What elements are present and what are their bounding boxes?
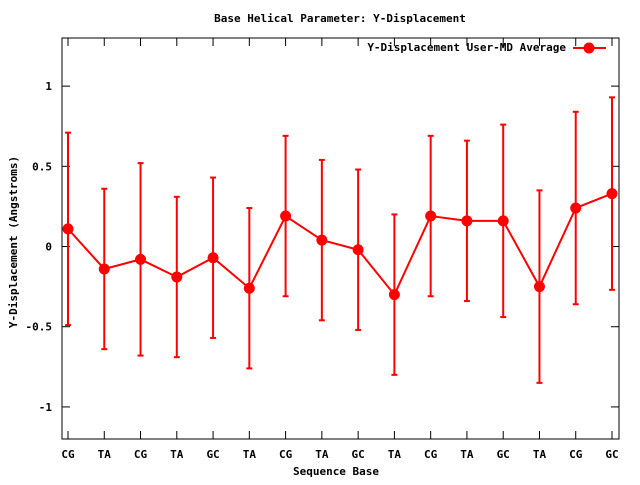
x-tick-label: TA [170, 448, 184, 461]
data-point [388, 289, 400, 301]
data-point [243, 282, 255, 294]
data-point [425, 210, 437, 222]
x-tick-label: CG [569, 448, 583, 461]
x-tick-label: TA [460, 448, 474, 461]
x-tick-label: TA [388, 448, 402, 461]
x-tick-label: GC [497, 448, 510, 461]
x-tick-label: CG [61, 448, 75, 461]
data-point [533, 281, 545, 293]
plot-frame [61, 37, 620, 440]
y-tick-label: -0.5 [26, 321, 53, 334]
x-axis-label: Sequence Base [293, 465, 379, 478]
x-tick-label: CG [279, 448, 293, 461]
data-point [62, 223, 74, 235]
x-tick-label: CG [424, 448, 438, 461]
x-tick-label: GC [206, 448, 219, 461]
y-axis-ticks: -1 -0.5 0 0.5 1 [26, 80, 619, 414]
data-point [461, 215, 473, 227]
data-point [135, 253, 147, 265]
y-tick-label: 0 [45, 241, 52, 254]
y-tick-label: 0.5 [32, 160, 52, 173]
x-tick-label: TA [315, 448, 329, 461]
plot-border [61, 37, 620, 440]
data-point [98, 263, 110, 275]
data-point [280, 210, 292, 222]
legend-marker [583, 42, 595, 54]
x-tick-label: TA [533, 448, 547, 461]
x-tick-label: TA [98, 448, 112, 461]
series-line [67, 192, 613, 297]
data-point [570, 202, 582, 214]
legend-label: Y-Displacement User-MD Average [367, 41, 566, 54]
data-point [606, 188, 618, 200]
x-axis-ticks: CG TA CG TA GC TA CG TA GC TA CG TA GC TA CG GC [61, 38, 619, 461]
legend: Y-Displacement User-MD Average [367, 41, 606, 54]
y-tick-label: 1 [45, 80, 52, 93]
x-tick-label: GC [605, 448, 618, 461]
y-tick-label: -1 [39, 401, 53, 414]
y-axis-label: Y-Displacement (Angstroms) [7, 156, 20, 328]
series-layer [62, 96, 618, 384]
data-point [207, 252, 219, 264]
chart-title: Base Helical Parameter: Y-Displacement [214, 12, 466, 25]
data-point [352, 244, 364, 256]
data-point [497, 215, 509, 227]
x-tick-label: GC [352, 448, 365, 461]
x-tick-label: TA [243, 448, 257, 461]
x-tick-label: CG [134, 448, 148, 461]
data-point [316, 234, 328, 246]
data-point [171, 271, 183, 283]
